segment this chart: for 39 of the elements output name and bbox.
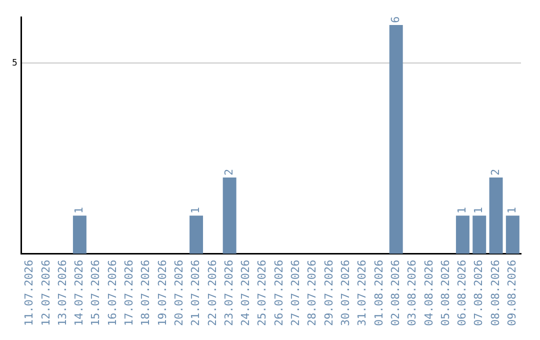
data-label: 1 [472,207,486,214]
x-tick-label: 31.07.2026 [356,260,369,326]
x-tick-label: 21.07.2026 [189,260,202,326]
data-label: 1 [506,207,519,214]
x-tick-label: 06.08.2026 [456,260,469,326]
x-tick-label: 02.08.2026 [388,260,402,326]
x-tick-label: 14.07.2026 [72,260,86,326]
x-tick-label: 19.07.2026 [156,260,169,326]
x-tick-label: 24.07.2026 [239,260,252,326]
x-tick-label: 26.07.2026 [272,260,286,326]
data-label: 2 [222,168,236,176]
x-tick-label: 11.07.2026 [22,260,36,326]
x-tick-label: 16.07.2026 [106,260,119,326]
x-tick-label: 17.07.2026 [122,260,136,326]
x-tick-label: 25.07.2026 [256,260,269,326]
x-tick-label: 28.07.2026 [306,260,319,326]
x-tick-label: 04.08.2026 [422,260,436,326]
x-tick-label: 18.07.2026 [139,260,152,326]
x-tick-label: 20.07.2026 [172,260,186,326]
x-tick-label: 23.07.2026 [222,260,236,326]
data-label: 1 [456,207,469,214]
x-tick-label: 01.08.2026 [372,260,386,326]
data-label: 1 [189,207,202,214]
x-tick-label: 08.08.2026 [488,260,502,326]
x-tick-label: 22.07.2026 [206,260,219,326]
x-tick-label: 29.07.2026 [322,260,336,326]
x-tick-label: 05.08.2026 [438,260,452,326]
y-tick-label: 5 [12,58,18,68]
x-tick-label: 09.08.2026 [506,260,519,326]
data-label: 6 [388,16,402,24]
x-tick-label: 15.07.2026 [89,260,102,326]
x-tick-label: 27.07.2026 [289,260,302,326]
x-tick-label: 12.07.2026 [39,260,52,326]
data-label: 2 [488,168,502,176]
x-tick-label: 03.08.2026 [406,260,419,326]
data-label: 1 [72,207,86,214]
x-tick-label: 07.08.2026 [472,260,486,326]
x-tick-label: 13.07.2026 [56,260,69,326]
x-tick-label: 30.07.2026 [339,260,352,326]
